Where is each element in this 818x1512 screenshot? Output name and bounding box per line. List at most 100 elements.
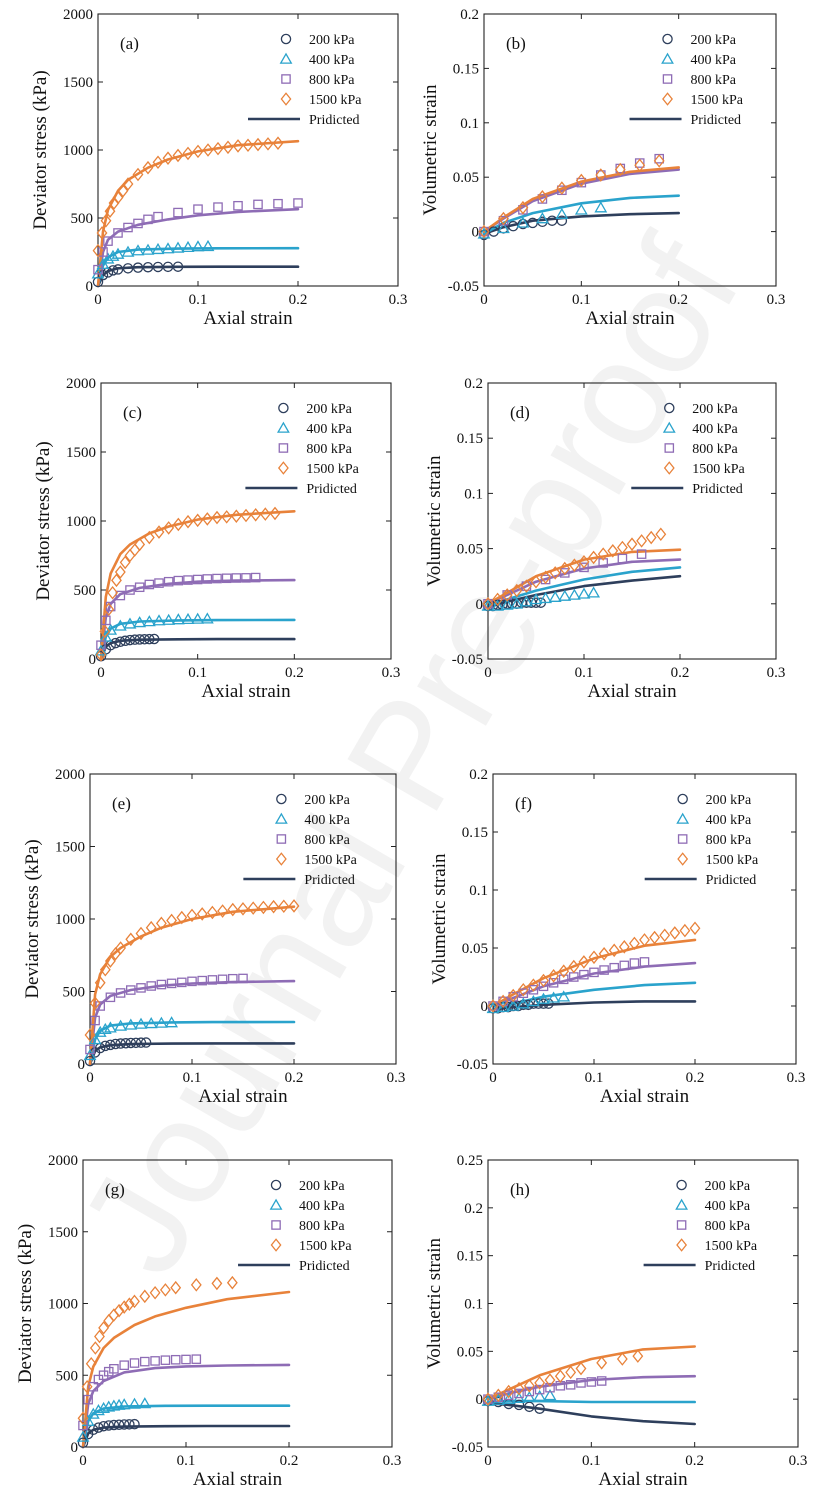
data-point-1500-kpa <box>170 1280 182 1295</box>
legend-label: 400 kPa <box>691 53 737 68</box>
legend-label: 1500 kPa <box>706 853 759 868</box>
y-tick-label: 0.1 <box>464 486 483 502</box>
data-point-400-kpa <box>537 992 550 1004</box>
series-1500-kpa <box>92 136 284 258</box>
data-point-1500-kpa <box>616 1352 628 1366</box>
data-point-400-kpa <box>557 990 571 1002</box>
y-tick-label: -0.05 <box>448 279 479 295</box>
legend-label: 200 kPa <box>692 402 738 417</box>
legend-marker-400-kpa <box>276 421 290 433</box>
legend-label: 400 kPa <box>705 1199 751 1214</box>
legend-label: 200 kPa <box>299 1179 345 1194</box>
data-point-200-kpa <box>152 261 164 273</box>
data-point-800-kpa <box>95 1001 105 1011</box>
legend-label: 200 kPa <box>706 793 752 808</box>
data-point-800-kpa <box>231 573 242 583</box>
axes-box <box>487 382 777 660</box>
data-point-400-kpa <box>548 590 562 602</box>
data-point-400-kpa <box>555 207 569 219</box>
legend-label: 1500 kPa <box>304 853 357 868</box>
data-point-800-kpa <box>202 574 213 584</box>
data-point-1500-kpa <box>201 512 213 526</box>
data-point-400-kpa <box>594 201 608 213</box>
panel-g: 0 0.1 0.2 0.3 0 500 1000 1500 2000 Axial strain De… <box>15 1153 401 1490</box>
legend-label: 400 kPa <box>306 422 352 437</box>
data-point-800-kpa <box>115 590 126 601</box>
data-point-1500-kpa <box>608 943 620 958</box>
x-tick-label: 0.3 <box>387 1070 406 1086</box>
data-point-200-kpa <box>110 637 121 649</box>
data-point-1500-kpa <box>100 213 112 228</box>
data-point-1500-kpa <box>588 550 600 565</box>
legend-marker-1500-kpa <box>676 1238 688 1252</box>
legend-marker-800-kpa <box>664 443 675 453</box>
x-tick-label: 0.1 <box>189 292 208 308</box>
legend-marker-200-kpa <box>676 1179 687 1191</box>
legend-label: 400 kPa <box>299 1199 345 1214</box>
data-point-1500-kpa <box>511 583 523 598</box>
data-point-800-kpa <box>212 573 222 584</box>
data-point-1500-kpa <box>186 908 198 923</box>
data-point-800-kpa <box>617 553 628 564</box>
y-tick-label: 1000 <box>48 1297 78 1313</box>
data-point-1500-kpa <box>596 1356 608 1370</box>
data-point-800-kpa <box>629 958 640 968</box>
legend-label: 800 kPa <box>306 442 352 457</box>
data-point-1500-kpa <box>134 537 146 552</box>
y-tick-label: -0.05 <box>452 652 483 668</box>
legend-marker-400-kpa <box>661 52 674 64</box>
legend-label: Pridicted <box>306 482 357 497</box>
data-point-1500-kpa <box>501 588 513 602</box>
y-tick-label: 0.25 <box>457 1153 483 1169</box>
x-tick-label: 0.3 <box>767 292 786 308</box>
data-point-1500-kpa <box>104 204 116 218</box>
data-point-800-kpa <box>160 1355 171 1365</box>
predicted-line-800-kpa <box>491 961 697 1008</box>
y-tick-label: 0.05 <box>462 941 488 957</box>
data-point-1500-kpa <box>211 510 223 525</box>
y-tick-label: 2000 <box>66 376 96 392</box>
x-tick-label: 0.2 <box>285 665 304 681</box>
y-tick-label: 500 <box>71 211 94 227</box>
data-point-400-kpa <box>533 1389 547 1402</box>
y-tick-label: 0.05 <box>457 1344 483 1360</box>
legend-label: Pridicted <box>299 1259 350 1274</box>
data-point-1500-kpa <box>221 510 233 524</box>
data-point-800-kpa <box>105 992 116 1003</box>
legend-label: Pridicted <box>309 113 360 128</box>
axes-box <box>487 1159 799 1448</box>
data-point-800-kpa <box>619 960 630 971</box>
panel-label: (c) <box>123 403 142 422</box>
x-tick-label: 0.3 <box>383 1453 402 1469</box>
data-point-1500-kpa <box>94 976 106 990</box>
data-point-800-kpa <box>545 1382 555 1393</box>
data-point-200-kpa <box>124 1419 135 1430</box>
data-point-1500-kpa <box>152 155 164 170</box>
data-point-1500-kpa <box>96 226 108 240</box>
y-tick-label: 0 <box>78 1057 86 1073</box>
data-point-400-kpa <box>93 1025 107 1037</box>
x-tick-label: 0.1 <box>188 665 207 681</box>
data-point-1500-kpa <box>534 1376 546 1390</box>
y-tick-label: 0 <box>476 597 484 613</box>
data-point-800-kpa <box>253 199 263 210</box>
legend-marker-400-kpa <box>274 812 288 824</box>
data-point-1500-kpa <box>520 579 532 593</box>
data-point-1500-kpa <box>639 933 650 947</box>
predicted-line-800-kpa <box>81 1363 291 1449</box>
data-point-1500-kpa <box>192 513 204 528</box>
data-point-800-kpa <box>123 222 133 233</box>
data-point-800-kpa <box>191 1354 202 1364</box>
x-tick-label: 0.2 <box>686 1070 705 1086</box>
data-point-200-kpa <box>77 1437 89 1448</box>
legend-marker-800-kpa <box>271 1220 281 1230</box>
data-point-800-kpa <box>133 218 143 229</box>
data-point-400-kpa <box>587 586 601 598</box>
x-tick-label: 0.2 <box>289 292 308 308</box>
data-point-200-kpa <box>100 1040 111 1052</box>
legend-marker-400-kpa <box>675 1198 689 1210</box>
data-point-400-kpa <box>98 1022 112 1034</box>
predicted-line-1500-kpa <box>81 1290 291 1449</box>
legend-label: Pridicted <box>691 113 742 128</box>
series-200-kpa <box>92 261 184 288</box>
